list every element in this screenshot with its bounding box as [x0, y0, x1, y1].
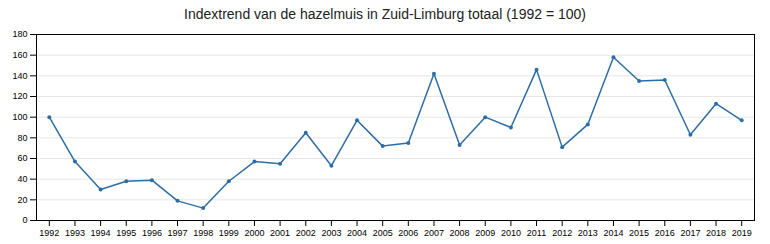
svg-text:40: 40 [17, 174, 27, 184]
svg-text:80: 80 [17, 133, 27, 143]
svg-text:2014: 2014 [603, 228, 623, 238]
svg-text:2004: 2004 [347, 228, 367, 238]
svg-text:2001: 2001 [270, 228, 290, 238]
svg-text:1992: 1992 [39, 228, 59, 238]
svg-text:1996: 1996 [142, 228, 162, 238]
svg-text:1997: 1997 [168, 228, 188, 238]
svg-text:2007: 2007 [424, 228, 444, 238]
svg-text:2011: 2011 [527, 228, 546, 238]
svg-text:0: 0 [22, 215, 27, 225]
svg-text:1993: 1993 [65, 228, 85, 238]
svg-text:2019: 2019 [732, 228, 752, 238]
svg-text:2013: 2013 [578, 228, 598, 238]
html-text:Indextrend van de hazelmuis in: Indextrend van de hazelmuis in Zuid-Limb… [184, 6, 586, 22]
svg-text:2008: 2008 [450, 228, 470, 238]
svg-text:2010: 2010 [501, 228, 521, 238]
svg-text:2006: 2006 [398, 228, 418, 238]
svg-text:2017: 2017 [680, 228, 700, 238]
svg-text:20: 20 [17, 195, 27, 205]
svg-text:1999: 1999 [219, 228, 239, 238]
svg-text:1998: 1998 [193, 228, 213, 238]
svg-text:160: 160 [12, 50, 27, 60]
svg-text:1995: 1995 [116, 228, 136, 238]
svg-text:2003: 2003 [321, 228, 341, 238]
svg-text:180: 180 [12, 29, 27, 39]
svg-text:100: 100 [12, 112, 27, 122]
svg-text:2005: 2005 [373, 228, 393, 238]
svg-text:1994: 1994 [91, 228, 111, 238]
svg-text:2002: 2002 [296, 228, 316, 238]
svg-text:2009: 2009 [475, 228, 495, 238]
svg-text:2012: 2012 [552, 228, 572, 238]
svg-text:120: 120 [12, 91, 27, 101]
svg-text:2018: 2018 [706, 228, 726, 238]
svg-text:2016: 2016 [655, 228, 675, 238]
svg-text:2000: 2000 [244, 228, 264, 238]
svg-text:140: 140 [12, 71, 27, 81]
svg-text:2015: 2015 [629, 228, 649, 238]
svg-text:60: 60 [17, 153, 27, 163]
